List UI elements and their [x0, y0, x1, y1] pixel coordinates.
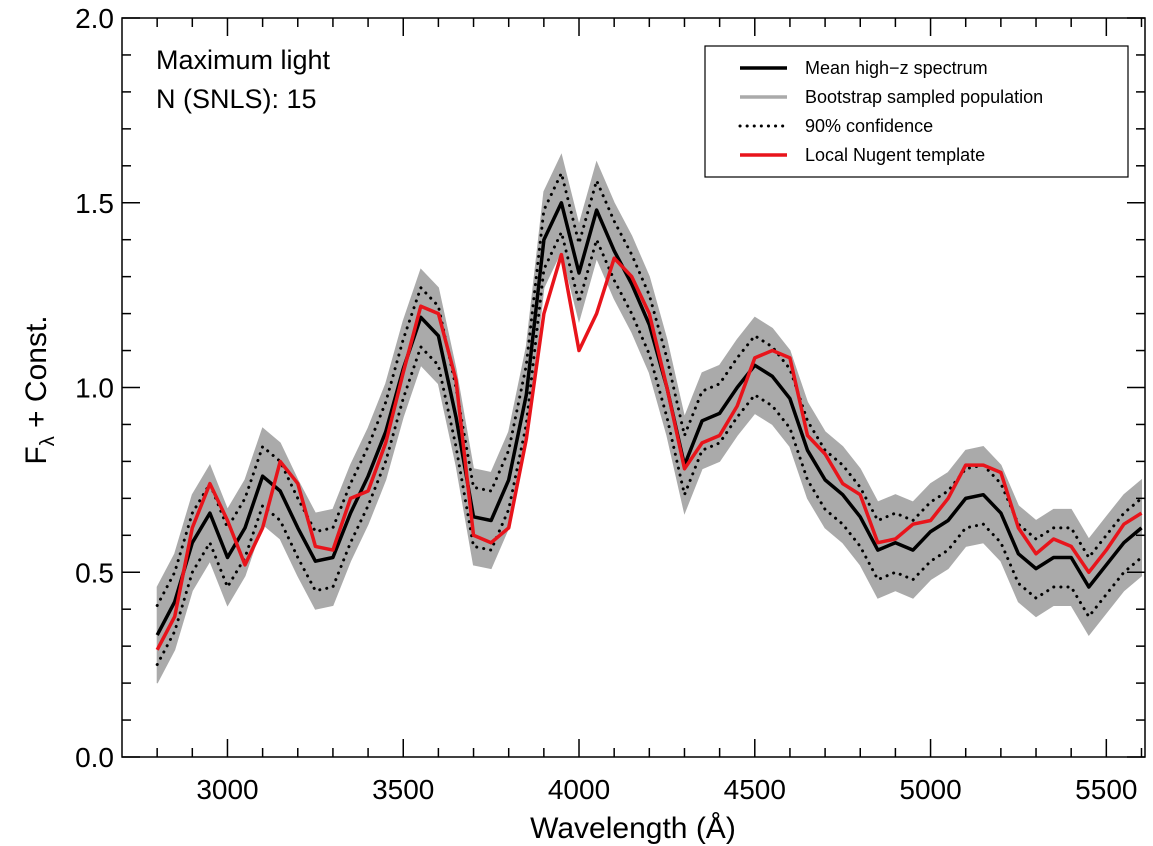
legend-label: Local Nugent template [805, 145, 985, 165]
y-axis-label-sub: λ [37, 436, 59, 446]
x-tick-label: 5000 [899, 774, 961, 805]
y-axis-label-rest: + Const. [20, 315, 53, 436]
y-tick-label: 2.0 [75, 3, 114, 34]
y-tick-label: 0.0 [75, 742, 114, 773]
annotation: Maximum light [156, 45, 331, 75]
x-tick-label: 5500 [1075, 774, 1137, 805]
legend-label: Bootstrap sampled population [805, 87, 1043, 107]
line [155, 252, 1143, 651]
legend-label: Mean high−z spectrum [805, 58, 988, 78]
legend-label: 90% confidence [805, 116, 933, 136]
y-tick-label: 1.5 [75, 188, 114, 219]
x-axis-label: Wavelength (Å) [530, 812, 736, 845]
y-tick-label: 0.5 [75, 557, 114, 588]
y-tick-label: 1.0 [75, 373, 114, 404]
x-tick-label: 3500 [372, 774, 434, 805]
x-tick-label: 4500 [724, 774, 786, 805]
plot-area [155, 153, 1143, 684]
line [155, 201, 1143, 636]
y-axis-label: Fλ + Const. [20, 315, 59, 464]
annotation: N (SNLS): 15 [156, 84, 317, 114]
x-tick-label: 3000 [196, 774, 258, 805]
band [156, 153, 1142, 684]
y-axis-label-main: F [20, 446, 53, 464]
x-tick-label: 4000 [548, 774, 610, 805]
confidence-line [155, 227, 1143, 667]
